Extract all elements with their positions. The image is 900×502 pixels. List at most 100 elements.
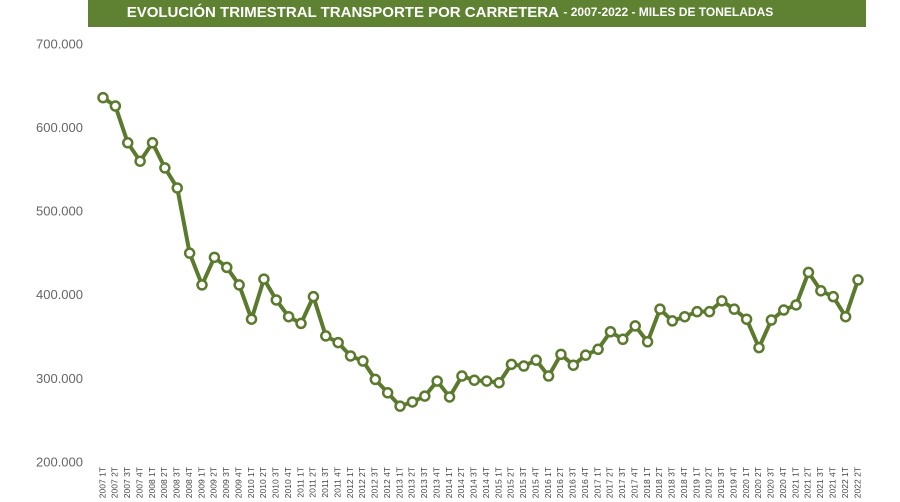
data-point xyxy=(282,310,295,323)
x-tick-label: 2014 2T xyxy=(456,467,466,498)
x-tick-label: 2012 3T xyxy=(370,467,380,498)
x-tick-label: 2007 1T xyxy=(97,467,107,498)
data-point xyxy=(790,299,802,311)
data-point xyxy=(530,354,542,366)
data-point xyxy=(827,290,839,303)
data-point xyxy=(666,315,679,327)
data-point xyxy=(678,310,691,323)
data-point xyxy=(716,295,728,307)
x-tick-label: 2013 3T xyxy=(419,467,429,498)
data-point xyxy=(839,310,852,323)
x-tick-label: 2018 3T xyxy=(667,467,677,498)
data-point xyxy=(654,303,666,315)
x-tick-label: 2013 2T xyxy=(407,467,417,498)
x-tick-label: 2018 2T xyxy=(654,467,664,498)
data-point xyxy=(518,360,530,372)
data-point xyxy=(703,305,716,318)
x-tick-label: 2008 1T xyxy=(147,467,157,498)
data-point xyxy=(852,274,864,286)
title: EVOLUCIÓN TRIMESTRAL TRANSPORTE POR CARR… xyxy=(127,3,559,21)
data-point xyxy=(159,162,171,174)
data-point xyxy=(431,375,443,387)
x-tick-label: 2022 2T xyxy=(852,467,862,498)
x-tick-label: 2019 4T xyxy=(728,467,738,498)
data-point xyxy=(295,317,307,330)
y-tick-label: 600.000 xyxy=(36,120,83,135)
data-point xyxy=(592,343,604,356)
x-tick-label: 2016 3T xyxy=(568,467,578,498)
data-point xyxy=(419,390,431,402)
x-tick-label: 2013 4T xyxy=(431,467,441,498)
data-point xyxy=(815,285,827,297)
x-tick-label: 2011 4T xyxy=(332,467,342,498)
x-tick-label: 2018 1T xyxy=(642,467,652,498)
x-tick-label: 2007 3T xyxy=(122,467,132,498)
y-tick-label: 200.000 xyxy=(36,454,83,469)
data-point xyxy=(245,313,258,325)
data-point xyxy=(320,330,332,342)
x-tick-label: 2010 2T xyxy=(258,467,268,498)
data-point xyxy=(740,313,753,325)
data-point xyxy=(221,261,233,274)
data-point xyxy=(270,294,283,306)
data-point xyxy=(233,279,245,291)
x-tick-label: 2016 4T xyxy=(580,467,590,498)
y-tick-label: 400.000 xyxy=(36,287,83,302)
x-tick-label: 2020 1T xyxy=(741,467,751,498)
x-tick-label: 2011 1T xyxy=(295,467,305,498)
data-point xyxy=(357,355,369,367)
x-tick-label: 2019 3T xyxy=(716,467,726,498)
data-point xyxy=(369,373,382,386)
data-point xyxy=(146,137,159,149)
x-tick-label: 2009 3T xyxy=(221,467,231,498)
x-tick-label: 2014 1T xyxy=(444,467,454,498)
data-point xyxy=(604,325,617,338)
x-tick-label: 2010 1T xyxy=(246,467,256,498)
data-point xyxy=(394,400,406,412)
data-point xyxy=(344,350,357,362)
x-tick-label: 2015 2T xyxy=(506,467,516,498)
data-point xyxy=(258,273,270,285)
data-point xyxy=(171,182,184,194)
x-tick-label: 2018 4T xyxy=(679,467,689,498)
data-point xyxy=(542,370,555,382)
x-tick-label: 2009 2T xyxy=(209,467,219,498)
data-point xyxy=(406,396,419,408)
y-tick-label: 300.000 xyxy=(36,371,83,386)
data-point xyxy=(134,155,146,167)
x-tick-label: 2021 2T xyxy=(803,467,813,498)
data-point xyxy=(307,290,320,303)
x-tick-label: 2008 4T xyxy=(184,467,194,498)
data-point xyxy=(555,348,567,361)
x-tick-label: 2015 3T xyxy=(518,467,528,498)
x-tick-label: 2008 3T xyxy=(172,467,182,498)
title-banner xyxy=(88,0,866,27)
data-point xyxy=(381,387,394,399)
x-tick-label: 2013 1T xyxy=(394,467,404,498)
data-point xyxy=(753,341,765,354)
x-tick-label: 2017 3T xyxy=(617,467,627,498)
data-point xyxy=(691,305,703,318)
x-tick-label: 2017 1T xyxy=(592,467,602,498)
data-point xyxy=(122,137,134,149)
chart-title: EVOLUCIÓN TRIMESTRAL TRANSPORTE POR CARR… xyxy=(127,3,774,21)
x-tick-label: 2014 4T xyxy=(481,467,491,498)
x-tick-label: 2022 1T xyxy=(840,467,850,498)
data-point xyxy=(480,375,493,387)
data-point xyxy=(208,251,221,264)
x-tick-label: 2019 2T xyxy=(704,467,714,498)
data-point xyxy=(456,370,468,382)
x-tick-label: 2009 1T xyxy=(196,467,206,498)
y-tick-label: 500.000 xyxy=(36,204,83,219)
data-point xyxy=(802,266,815,279)
data-point xyxy=(196,279,208,291)
x-tick-label: 2009 4T xyxy=(233,467,243,498)
data-point xyxy=(109,100,122,112)
x-tick-label: 2011 3T xyxy=(320,467,330,498)
data-point xyxy=(579,349,592,361)
x-tick-label: 2020 4T xyxy=(778,467,788,498)
data-point xyxy=(505,358,518,371)
x-tick-label: 2014 3T xyxy=(469,467,479,498)
x-tick-label: 2010 4T xyxy=(283,467,293,498)
